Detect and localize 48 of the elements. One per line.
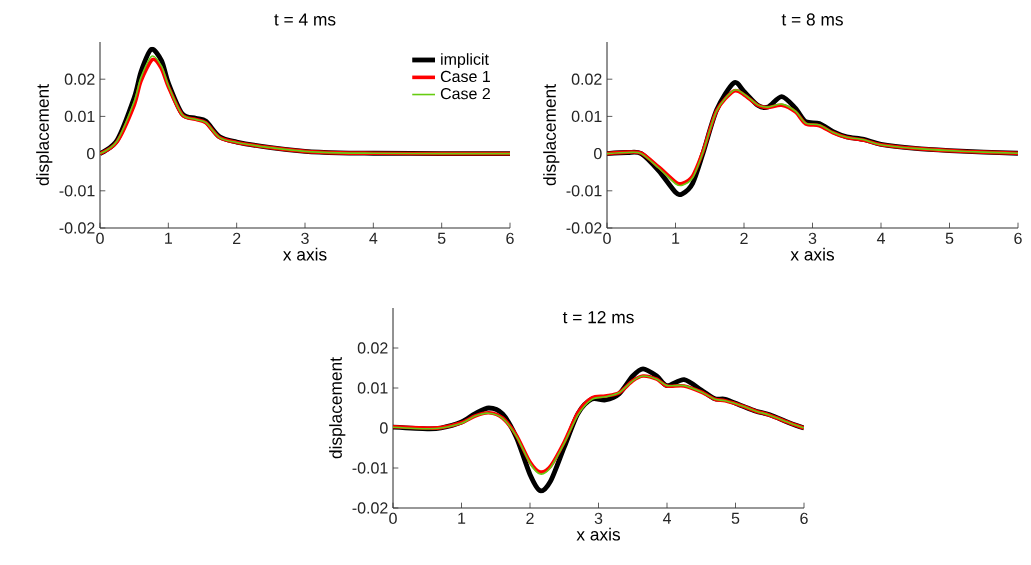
x-tick-label: 0 (96, 232, 104, 245)
y-tick-label: 0.02 (357, 342, 388, 354)
chart-title: t = 4 ms (274, 13, 336, 26)
y-tick-label: 0.01 (64, 110, 95, 123)
y-tick-label: -0.01 (566, 185, 602, 197)
y-tick-label: -0.01 (352, 462, 388, 474)
x-tick-label: 4 (876, 232, 885, 244)
x-tick-label: 5 (731, 512, 740, 524)
y-tick-label: -0.02 (352, 502, 388, 514)
x-tick-label: 5 (945, 232, 954, 244)
x-axis-title: x axis (283, 247, 327, 261)
chart-title: t = 12 ms (562, 311, 634, 324)
legend-label: Case 1 (440, 70, 490, 83)
y-tick-label: -0.02 (59, 222, 95, 234)
x-axis-title: x axis (576, 527, 621, 541)
chart-title: t = 8 ms (781, 13, 843, 26)
x-tick-label: 3 (301, 232, 309, 245)
x-tick-label: 3 (808, 232, 817, 245)
x-tick-label: 3 (594, 512, 603, 525)
x-tick-label: 2 (233, 232, 241, 244)
legend-label: Case 2 (440, 87, 490, 100)
y-axis-title: displacement (543, 84, 560, 186)
legend-label: implicit (441, 53, 489, 69)
x-tick-label: 0 (603, 232, 611, 245)
y-tick-label: -0.02 (566, 222, 602, 234)
x-tick-label: 2 (526, 512, 534, 524)
y-tick-label: 0.01 (357, 382, 388, 394)
x-tick-label: 1 (165, 232, 172, 244)
x-tick-label: 5 (437, 232, 446, 244)
y-tick-label: 0 (380, 422, 388, 434)
y-axis-title: displacement (329, 357, 346, 459)
y-tick-label: 0.02 (571, 73, 602, 85)
x-axis-title: x axis (790, 247, 835, 261)
x-tick-label: 6 (800, 512, 808, 525)
x-tick-label: 4 (662, 512, 671, 524)
y-axis-title: displacement (36, 84, 53, 186)
y-tick-label: 0 (594, 147, 602, 160)
x-tick-label: 6 (506, 232, 514, 245)
y-tick-label: 0.01 (571, 110, 602, 123)
x-tick-label: 4 (369, 232, 378, 244)
x-tick-label: 0 (389, 512, 397, 525)
y-tick-label: 0 (87, 147, 95, 160)
x-tick-label: 1 (672, 232, 680, 244)
x-tick-label: 6 (1014, 232, 1022, 245)
y-tick-label: -0.01 (59, 185, 95, 197)
x-tick-label: 1 (458, 512, 466, 524)
y-tick-label: 0.02 (64, 73, 95, 85)
x-tick-label: 2 (740, 232, 748, 244)
